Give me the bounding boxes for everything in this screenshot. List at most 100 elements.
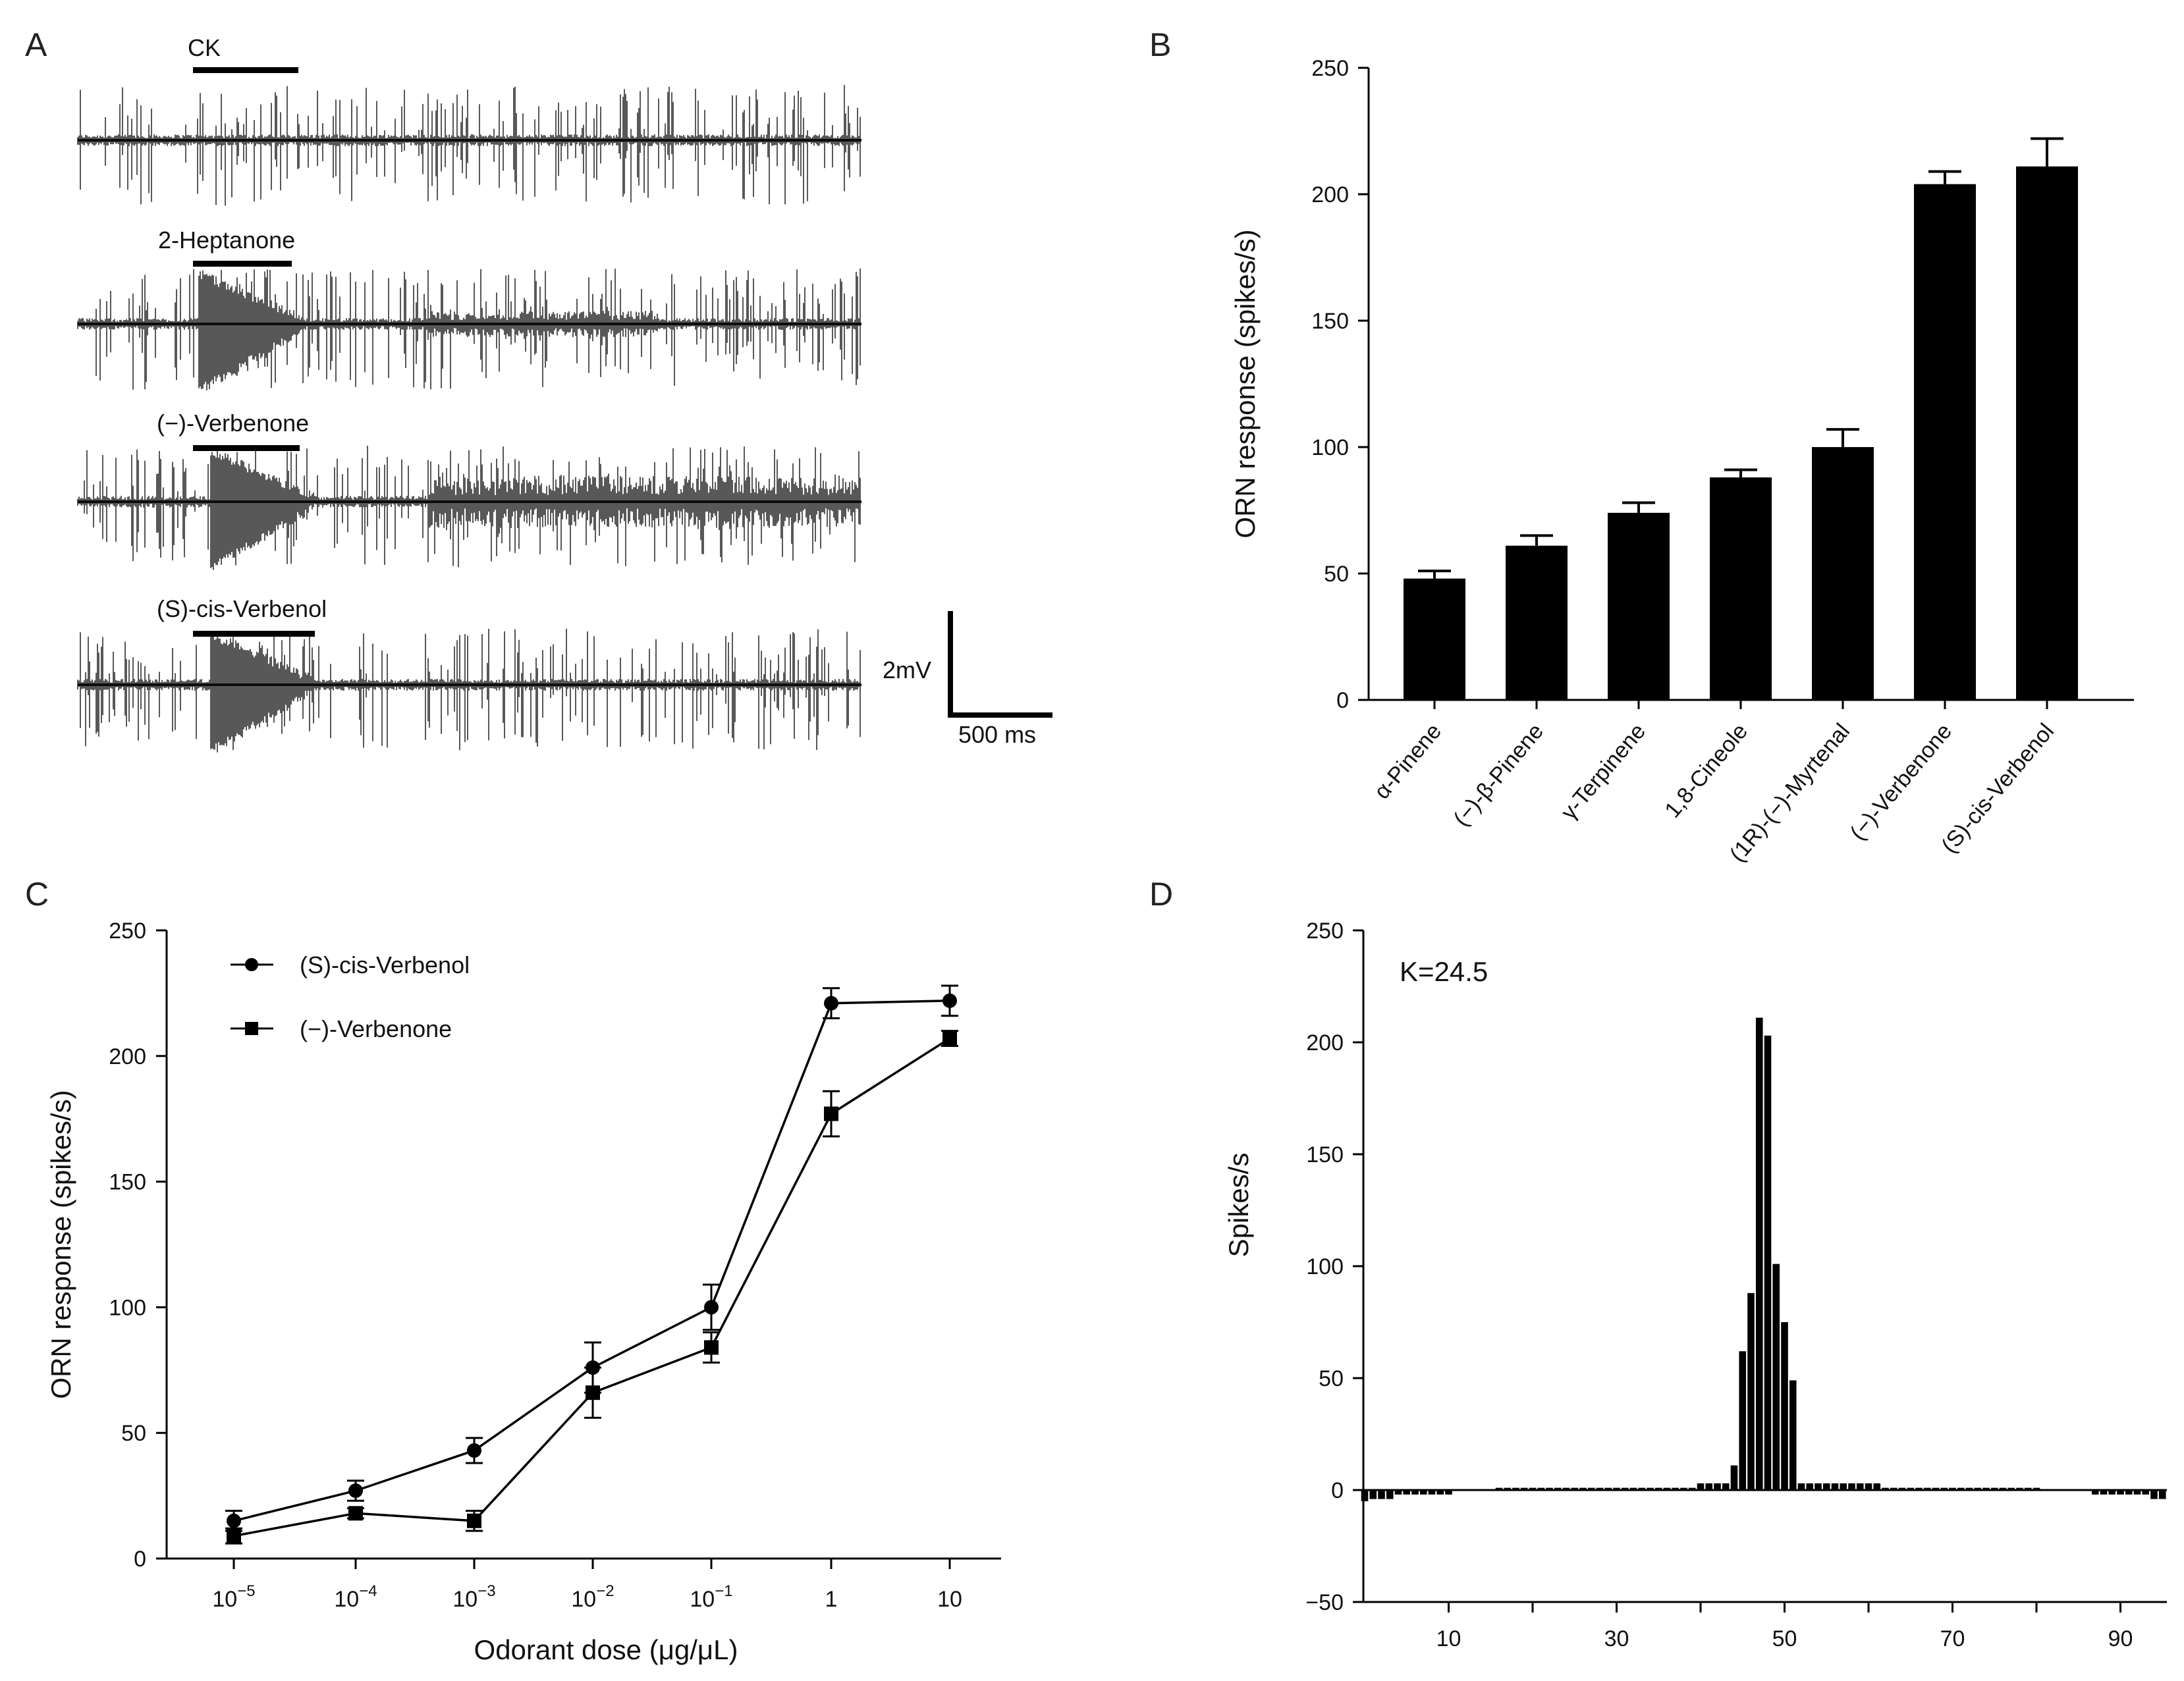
trace-label-2-heptanone: 2-Heptanone <box>158 227 295 253</box>
trace-spikes <box>77 85 861 206</box>
trace-label-verbenone: (−)-Verbenone <box>157 410 309 437</box>
d-y-tick-0: 0 <box>1331 1478 1363 1503</box>
panel-c-dose-response: ORN response (spikes/s) Odorant dose (μg… <box>45 919 1001 1665</box>
d-bar-32 <box>1629 1487 1637 1490</box>
d-bar-88 <box>2100 1490 2108 1495</box>
b-category-label-beta-pinene: (−)-β-Pinene <box>1449 719 1549 831</box>
c-x-tick-label-1e-3: 10−3 <box>452 1582 495 1612</box>
c-x-tick-label-1e-4: 10−4 <box>334 1582 377 1612</box>
stimulus-bar-ck <box>193 67 298 73</box>
d-bar-7 <box>1419 1490 1427 1495</box>
d-bar-24 <box>1562 1487 1570 1490</box>
d-bar-76 <box>1999 1487 2007 1490</box>
c-x-tick-label-1e-2: 10−2 <box>571 1582 614 1612</box>
c-y-tick-250: 250 <box>109 919 167 944</box>
d-bar-78 <box>2016 1487 2023 1490</box>
b-category-label-cineole: 1,8-Cineole <box>1660 719 1753 823</box>
d-bar-53 <box>1806 1483 1814 1490</box>
d-bar-64 <box>1898 1487 1906 1490</box>
d-bar-93 <box>2142 1490 2150 1495</box>
b-category-label-alpha-pinene: α-Pinene <box>1369 719 1446 804</box>
d-bar-30 <box>1613 1487 1620 1490</box>
c-legend-marker-verbenone <box>245 1022 258 1035</box>
c-legend-marker-cis-verbenol <box>245 958 258 971</box>
b-bar-6 <box>2016 166 2078 700</box>
c-y-tick-label-50: 50 <box>121 1421 146 1446</box>
c-x-tick-1e-1: 10−1 <box>690 1559 733 1612</box>
stimulus-bar-verbenone <box>193 445 300 451</box>
d-bar-42 <box>1714 1483 1721 1490</box>
d-bar-92 <box>2133 1490 2141 1495</box>
d-x-tick-label-50: 50 <box>1772 1626 1797 1651</box>
d-bar-89 <box>2108 1490 2116 1495</box>
c-x-tick-label-1e-5: 10−5 <box>212 1582 255 1612</box>
d-bar-45 <box>1739 1351 1747 1490</box>
d-y-tick-200: 200 <box>1306 1030 1363 1055</box>
trace-label-ck: CK <box>188 34 221 61</box>
trace-spikes <box>77 629 861 753</box>
b-bar-3 <box>1710 477 1772 700</box>
d-bar-44 <box>1730 1465 1738 1490</box>
c-point-0-6 <box>942 993 957 1008</box>
d-bar-17 <box>1504 1487 1512 1490</box>
c-point-0-0 <box>227 1513 241 1528</box>
d-bar-26 <box>1579 1487 1587 1490</box>
c-y-tick-150: 150 <box>109 1170 167 1195</box>
trace-cis-verbenol <box>77 629 861 753</box>
d-bar-34 <box>1647 1487 1654 1490</box>
c-point-0-5 <box>824 996 838 1011</box>
d-bar-80 <box>2033 1487 2040 1490</box>
d-bar-31 <box>1621 1487 1629 1490</box>
panel-d-histogram: Spikes/s K=24.5 −50 0 50 100 150 200 250… <box>1223 919 2167 1651</box>
c-x-tick-label-1e-1: 10−1 <box>690 1582 732 1612</box>
d-y-tick-label-0: 0 <box>1331 1478 1344 1503</box>
c-point-1-3 <box>586 1385 600 1401</box>
d-y-tick-100: 100 <box>1306 1254 1363 1279</box>
trace-spikes <box>77 446 861 570</box>
d-bar-29 <box>1604 1487 1612 1490</box>
d-bar-4 <box>1394 1490 1402 1495</box>
d-bar-69 <box>1940 1487 1948 1490</box>
d-bar-50 <box>1781 1322 1788 1490</box>
d-bar-38 <box>1680 1487 1687 1490</box>
d-annotation: K=24.5 <box>1400 956 1488 987</box>
d-bar-25 <box>1571 1487 1579 1490</box>
d-y-tick-label-250: 250 <box>1306 919 1344 944</box>
d-bar-70 <box>1949 1487 1956 1490</box>
d-bar-39 <box>1688 1487 1696 1490</box>
b-y-tick-150: 150 <box>1311 309 1369 334</box>
d-bar-62 <box>1882 1487 1889 1490</box>
b-y-tick-100: 100 <box>1311 435 1369 460</box>
d-bar-3 <box>1386 1490 1394 1499</box>
d-x-tick-label-10: 10 <box>1436 1626 1461 1651</box>
d-x-tick-50: 50 <box>1772 1602 1797 1651</box>
b-y-axis-label: ORN response (spikes/s) <box>1230 229 1261 538</box>
d-bar-57 <box>1840 1483 1847 1490</box>
c-y-tick-200: 200 <box>109 1044 167 1069</box>
d-bar-59 <box>1856 1483 1864 1490</box>
d-bar-95 <box>2158 1490 2166 1499</box>
d-y-tick-label-100: 100 <box>1306 1254 1344 1279</box>
panel-b-bar-chart: ORN response (spikes/s) 0 50 100 150 200… <box>1230 56 2134 867</box>
panel-label-b: B <box>1149 26 1171 63</box>
d-x-tick-90: 90 <box>2108 1602 2133 1651</box>
d-bar-5 <box>1403 1490 1411 1495</box>
c-y-tick-0: 0 <box>134 1547 167 1572</box>
d-y-tick-150: 150 <box>1306 1142 1363 1167</box>
d-bar-35 <box>1654 1487 1662 1490</box>
d-bar-48 <box>1764 1035 1772 1490</box>
d-bar-56 <box>1831 1483 1839 1490</box>
b-bar-0 <box>1404 578 1465 700</box>
panel-label-d: D <box>1149 876 1173 913</box>
d-x-tick-10: 10 <box>1436 1602 1461 1651</box>
b-category-label-gamma-terpinene: γ-Terpinene <box>1556 719 1651 825</box>
d-bar-6 <box>1411 1490 1419 1495</box>
d-bar-79 <box>2024 1487 2032 1490</box>
d-y-tick-250: 250 <box>1306 919 1363 944</box>
d-y-tick-label-150: 150 <box>1306 1142 1344 1167</box>
b-y-tick-label-0: 0 <box>1336 688 1349 713</box>
panel-label-c: C <box>25 876 49 913</box>
d-bar-58 <box>1848 1483 1855 1490</box>
d-y-tick-label-minus50: −50 <box>1305 1590 1344 1615</box>
d-bar-43 <box>1722 1483 1730 1490</box>
